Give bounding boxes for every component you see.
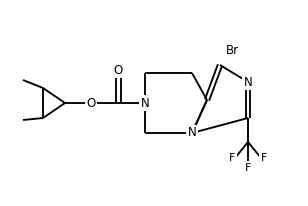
Text: N: N: [244, 76, 252, 89]
Text: O: O: [113, 63, 123, 76]
Text: F: F: [229, 153, 235, 163]
Text: N: N: [141, 96, 149, 110]
Text: F: F: [261, 153, 267, 163]
Text: N: N: [188, 126, 197, 139]
Text: Br: Br: [225, 43, 239, 56]
Text: F: F: [245, 163, 251, 173]
Text: O: O: [86, 96, 95, 110]
